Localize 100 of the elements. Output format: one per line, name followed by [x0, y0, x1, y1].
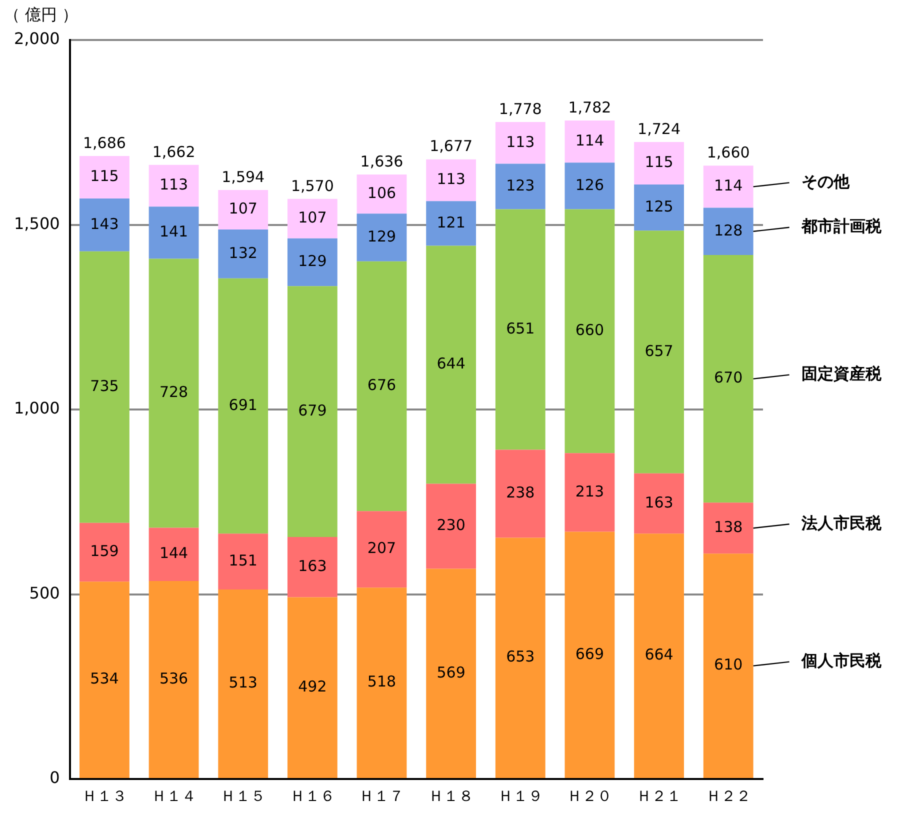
x-tick-label: Ｈ１３ — [82, 786, 127, 805]
text: 都市計画税 — [800, 216, 882, 236]
data-label: 569 — [436, 663, 466, 682]
x-tick-label: Ｈ１８ — [428, 786, 474, 805]
bar — [80, 156, 130, 199]
bar — [218, 190, 268, 230]
data-label: 159 — [90, 542, 119, 560]
x-tick-label: Ｈ２０ — [567, 786, 612, 805]
x-tick-label: Ｈ１５ — [220, 786, 266, 805]
bar — [80, 582, 130, 778]
data-label: 691 — [228, 396, 258, 414]
bar — [703, 554, 754, 778]
bar — [426, 568, 476, 778]
bar — [80, 522, 130, 582]
bar — [495, 122, 546, 164]
bar — [356, 588, 407, 778]
text: その他 — [801, 172, 850, 191]
bar — [564, 532, 615, 778]
text: 個人市民税 — [800, 650, 882, 670]
bar — [426, 201, 476, 246]
data-label: 163 — [644, 493, 674, 512]
bar — [148, 164, 199, 207]
bar — [495, 450, 546, 538]
data-label: 113 — [506, 132, 535, 151]
bar — [426, 246, 476, 484]
data-label: 230 — [436, 516, 466, 534]
bar — [564, 209, 615, 454]
data-label: 728 — [159, 383, 188, 402]
bar — [287, 597, 338, 778]
data-label: 151 — [228, 551, 258, 570]
data-label: 610 — [714, 656, 743, 674]
y-tick-label: 1,000 — [14, 398, 60, 418]
bar — [634, 230, 684, 474]
x-tick-label: Ｈ２２ — [706, 786, 751, 805]
data-label: 115 — [90, 167, 119, 186]
data-label: 664 — [644, 646, 674, 664]
data-label: 114 — [575, 132, 604, 150]
bar — [634, 473, 684, 534]
bar — [287, 286, 338, 537]
data-label: 138 — [714, 518, 743, 536]
bar — [80, 251, 130, 523]
data-label: 141 — [159, 222, 188, 241]
data-label: 113 — [159, 176, 188, 194]
total-label: 1,782 — [568, 98, 612, 116]
total-label: 1,660 — [706, 144, 750, 162]
bar — [356, 174, 407, 214]
data-label: 534 — [90, 670, 119, 688]
data-label: 121 — [436, 213, 466, 232]
data-label: 107 — [228, 200, 258, 218]
bar — [495, 538, 546, 778]
x-tick-label: Ｈ１６ — [290, 786, 335, 805]
data-label: 238 — [506, 484, 535, 502]
bar — [287, 198, 338, 238]
bar — [634, 142, 684, 184]
bar — [703, 166, 754, 208]
text: 法人市民税 — [800, 513, 882, 532]
bar — [703, 502, 754, 554]
data-label: 107 — [298, 208, 327, 227]
data-label: 126 — [575, 176, 604, 194]
total-label: 1,677 — [430, 137, 473, 156]
bar — [148, 206, 199, 259]
y-axis-title: （ 億円 ） — [4, 5, 78, 24]
bar — [218, 278, 268, 534]
data-label: 653 — [506, 648, 535, 666]
data-label: 651 — [506, 319, 535, 338]
data-label: 129 — [367, 227, 396, 246]
bar — [703, 255, 754, 503]
data-label: 735 — [90, 377, 119, 396]
bar — [634, 534, 684, 778]
bar — [426, 484, 476, 569]
total-label: 1,778 — [498, 100, 542, 118]
text: 固定資産税 — [801, 364, 882, 383]
data-label: 114 — [714, 176, 743, 195]
data-label: 129 — [298, 252, 327, 270]
total-label: 1,662 — [152, 142, 196, 161]
x-tick-label: Ｈ１４ — [151, 786, 196, 805]
data-label: 660 — [575, 321, 604, 340]
data-label: 657 — [644, 342, 674, 360]
bar — [495, 164, 546, 210]
data-label: 207 — [367, 539, 396, 558]
data-label: 670 — [714, 368, 743, 387]
total-label: 1,636 — [360, 152, 404, 170]
data-label: 513 — [228, 674, 258, 692]
bar — [356, 261, 407, 512]
data-label: 536 — [159, 669, 188, 688]
y-tick-label: 500 — [29, 583, 60, 602]
bar — [287, 536, 338, 598]
bar — [218, 230, 268, 278]
total-label: 1,686 — [82, 134, 126, 152]
x-tick-label: Ｈ２１ — [636, 786, 682, 805]
data-label: 644 — [436, 354, 466, 373]
bar — [287, 238, 338, 286]
bar — [703, 208, 754, 256]
bar — [218, 534, 268, 590]
bar — [564, 453, 615, 532]
bar — [148, 580, 199, 778]
data-label: 125 — [644, 197, 674, 216]
x-tick-label: Ｈ１７ — [359, 786, 404, 805]
data-label: 518 — [367, 672, 396, 691]
data-label: 128 — [714, 221, 743, 240]
